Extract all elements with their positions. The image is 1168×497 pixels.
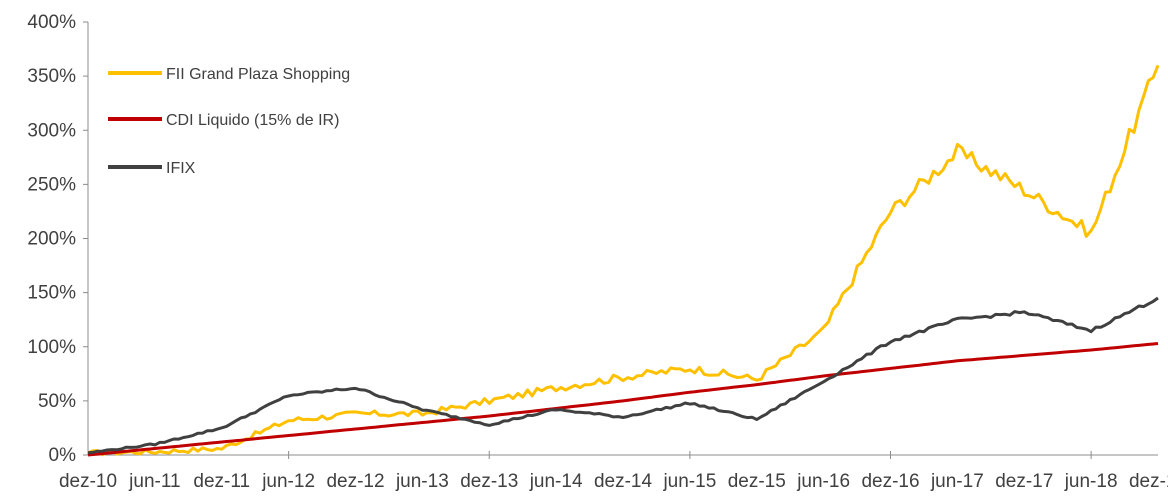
x-tick-label: jun-13 <box>395 471 449 492</box>
y-tick-label: 0% <box>49 445 77 466</box>
y-tick-label: 300% <box>27 120 76 141</box>
x-tick-label: jun-18 <box>1064 471 1118 492</box>
x-tick-label: jun-15 <box>662 471 716 492</box>
x-axis: dez-10 jun-11 dez-11 jun-12 dez-12 jun-13 dez-… <box>59 451 1168 492</box>
series-lines <box>87 64 1160 457</box>
y-tick-label: 350% <box>27 66 76 87</box>
x-tick-label: dez-18 <box>1129 471 1168 492</box>
legend: FII Grand Plaza Shopping CDI Liquido (15%… <box>108 66 350 177</box>
y-tick-label: 100% <box>27 337 76 358</box>
x-tick-label: dez-15 <box>728 471 786 492</box>
x-tick-label: dez-17 <box>995 471 1053 492</box>
x-tick-label: jun-14 <box>529 471 583 492</box>
x-tick-label: jun-11 <box>128 471 180 492</box>
legend-label: FII Grand Plaza Shopping <box>166 66 350 83</box>
x-tick-label: dez-10 <box>59 471 117 492</box>
x-tick-label: dez-13 <box>460 471 518 492</box>
series-line <box>87 64 1160 457</box>
x-tick-label: jun-16 <box>796 471 850 492</box>
x-tick-label: jun-12 <box>261 471 315 492</box>
x-tick-label: dez-14 <box>594 471 653 492</box>
x-tick-label: dez-12 <box>326 471 384 492</box>
y-tick-label: 250% <box>27 174 76 195</box>
series-line <box>87 296 1159 455</box>
y-tick-label: 200% <box>27 229 76 250</box>
legend-label: IFIX <box>166 160 196 177</box>
x-tick-label: jun-17 <box>930 471 984 492</box>
y-axis: 0% 50% 100% 150% 200% 250% 300% 350% 400% <box>27 12 89 466</box>
y-tick-label: 150% <box>27 283 76 304</box>
y-tick-label: 400% <box>27 12 76 33</box>
series-line <box>87 342 1159 457</box>
x-tick-label: dez-11 <box>193 471 250 492</box>
y-tick-label: 50% <box>38 391 76 412</box>
x-tick-label: dez-16 <box>861 471 919 492</box>
legend-label: CDI Liquido (15% de IR) <box>166 112 339 129</box>
